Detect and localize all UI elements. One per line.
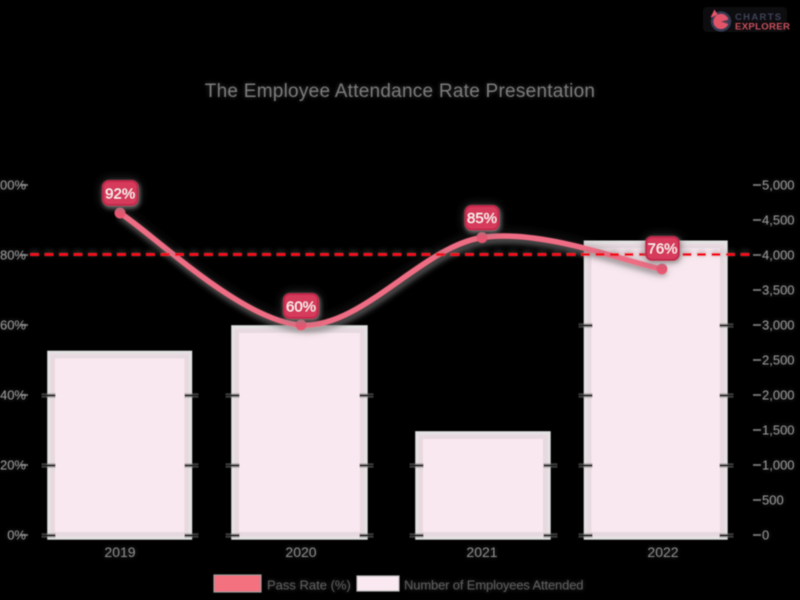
svg-text:76%: 76% [647,241,677,258]
svg-text:3,000: 3,000 [762,318,795,333]
svg-text:CHARTS: CHARTS [735,12,782,23]
svg-text:Pass Rate (%): Pass Rate (%) [267,578,351,593]
svg-text:0%: 0% [7,528,26,543]
svg-text:EXPLORER: EXPLORER [735,22,790,33]
svg-text:The Employee Attendance Rate P: The Employee Attendance Rate Presentatio… [205,81,596,102]
svg-text:2021: 2021 [466,544,497,560]
svg-text:92%: 92% [105,185,135,202]
svg-text:2019: 2019 [104,544,135,560]
svg-text:2,500: 2,500 [762,353,795,368]
svg-text:100%: 100% [0,178,26,193]
svg-text:60%: 60% [0,318,26,333]
svg-text:85%: 85% [467,210,497,227]
svg-text:3,500: 3,500 [762,283,795,298]
svg-text:2020: 2020 [285,544,316,560]
svg-text:500: 500 [762,493,784,508]
svg-text:20%: 20% [0,458,26,473]
svg-text:60%: 60% [286,298,316,315]
svg-text:40%: 40% [0,388,26,403]
svg-text:2,000: 2,000 [762,388,795,403]
svg-text:2022: 2022 [647,544,678,560]
svg-text:0: 0 [762,528,769,543]
svg-text:4,000: 4,000 [762,248,795,263]
svg-text:1,500: 1,500 [762,423,795,438]
svg-text:Number of Employees Attended: Number of Employees Attended [404,578,583,593]
svg-text:80%: 80% [0,248,26,263]
svg-text:5,000: 5,000 [762,178,795,193]
svg-text:1,000: 1,000 [762,458,795,473]
svg-text:4,500: 4,500 [762,213,795,228]
